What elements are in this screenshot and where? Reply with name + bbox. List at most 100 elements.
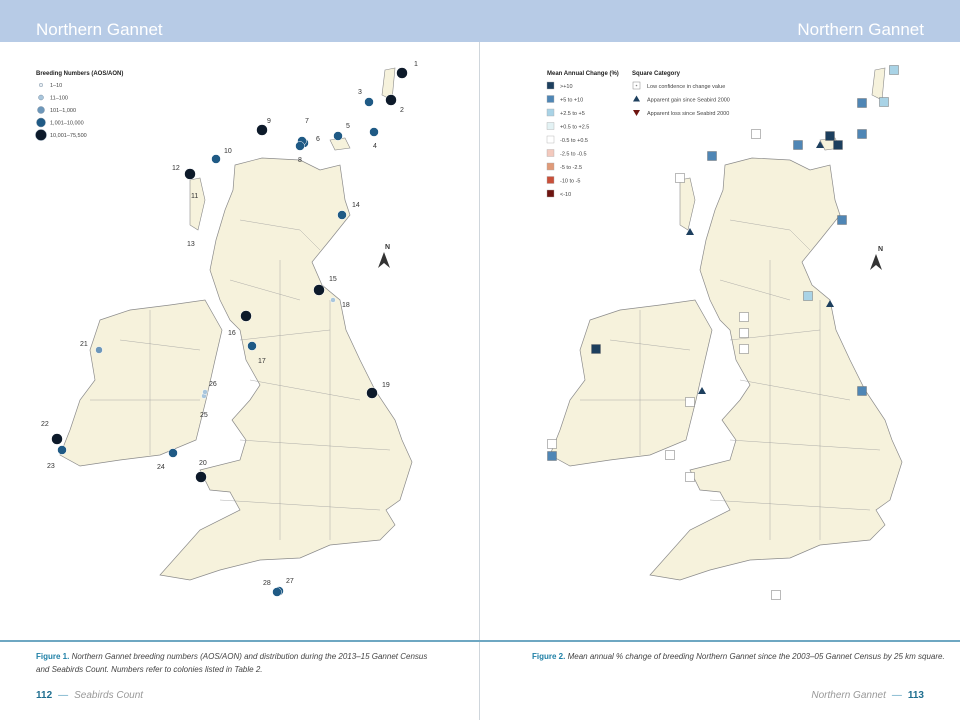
colony-marker <box>385 94 397 106</box>
north-label: N <box>878 246 883 253</box>
change-square <box>825 131 835 141</box>
colony-marker <box>195 471 207 483</box>
legend-label: 10,001–75,500 <box>50 133 87 139</box>
colony-number: 22 <box>41 421 49 428</box>
colony-number: 8 <box>298 157 302 164</box>
colony-number: 27 <box>286 578 294 585</box>
change-square <box>547 439 557 449</box>
legend-title: Square Category <box>632 71 681 77</box>
colony-number: 25 <box>200 412 208 419</box>
legend-label: 11–100 <box>50 96 68 102</box>
colony-marker <box>337 210 347 220</box>
colony-number: 13 <box>187 241 195 248</box>
colony-number: 15 <box>329 276 337 283</box>
header-band: Northern Gannet <box>0 0 480 42</box>
colony-number: 24 <box>157 464 165 471</box>
legend-label: <-10 <box>560 192 571 198</box>
legend-circle <box>38 94 44 101</box>
colony-marker <box>57 445 67 455</box>
page-number: 113 <box>907 690 924 701</box>
change-squares <box>547 65 899 600</box>
change-square <box>771 590 781 600</box>
right-page: Northern Gannet Figure 2. Mean annual % … <box>480 0 960 720</box>
legend-label: 101–1,000 <box>50 108 76 114</box>
north-arrow-icon: N <box>378 244 390 268</box>
legend-label: Apparent loss since Seabird 2000 <box>647 111 729 117</box>
legend-circle <box>36 117 46 128</box>
gain-triangle-marker <box>826 300 834 307</box>
colony-number: 2 <box>400 107 404 114</box>
colony-number: 10 <box>224 148 232 155</box>
legend-swatch <box>546 189 555 198</box>
page-footer: Northern Gannet —113 <box>811 690 924 701</box>
legend-circle <box>35 129 47 141</box>
change-square <box>707 151 717 161</box>
colony-marker <box>272 587 282 597</box>
colony-marker <box>168 448 178 458</box>
figure-caption: Figure 2. Mean annual % change of breedi… <box>532 650 952 663</box>
right-map-landmass <box>549 67 903 581</box>
change-square <box>685 397 695 407</box>
colony-number: 9 <box>267 118 271 125</box>
gain-triangle-marker <box>686 228 694 235</box>
legend-title: Mean Annual Change (%) <box>547 71 619 77</box>
legend-label: +0.5 to +2.5 <box>560 125 589 131</box>
colony-number: 28 <box>263 580 271 587</box>
change-square <box>739 312 749 322</box>
change-square <box>857 98 867 108</box>
colony-number: 14 <box>352 202 360 209</box>
colony-number: 21 <box>80 341 88 348</box>
figure-caption: Figure 1. Northern Gannet breeding numbe… <box>36 650 436 676</box>
colony-marker <box>256 124 268 136</box>
gain-triangle-marker <box>816 141 824 148</box>
legend-swatch <box>546 149 555 157</box>
legend-label: -10 to -5 <box>560 179 580 185</box>
running-title: Northern Gannet <box>811 690 886 701</box>
change-square <box>591 344 601 354</box>
legend-label: +2.5 to +5 <box>560 111 585 117</box>
colony-number: 16 <box>228 330 236 337</box>
colony-number: 3 <box>358 89 362 96</box>
left-map-landmass <box>59 67 413 581</box>
legend-label: >+10 <box>560 84 573 90</box>
caption-text: Northern Gannet breeding numbers (AOS/AO… <box>36 652 428 674</box>
colony-number: 19 <box>382 382 390 389</box>
colony-number: 18 <box>342 302 350 309</box>
colony-marker <box>369 127 379 137</box>
legend-label: Low confidence in change value <box>647 84 725 90</box>
legend-label: +5 to +10 <box>560 98 583 104</box>
colony-number: 17 <box>258 358 266 365</box>
legend-swatch <box>546 162 555 171</box>
colony-marker <box>364 97 374 107</box>
legend-title: Breeding Numbers (AOS/AON) <box>36 71 123 77</box>
header-title: Northern Gannet <box>36 20 163 39</box>
gain-triangle-marker <box>698 387 706 394</box>
page-number: 112 <box>36 690 53 701</box>
change-square <box>793 140 803 150</box>
change-legend: Mean Annual Change (%) >+10 +5 to +10 +2.5 … <box>546 71 730 198</box>
legend-circle <box>37 106 45 114</box>
legend-swatch <box>546 176 555 184</box>
change-square <box>547 451 557 461</box>
change-square <box>837 215 847 225</box>
caption-label: Figure 1. <box>36 652 70 661</box>
colony-marker <box>202 389 208 395</box>
caption-text: Mean annual % change of breeding Norther… <box>567 652 945 661</box>
change-square <box>857 129 867 139</box>
colony-number: 5 <box>346 123 350 130</box>
legend-label: -5 to -2.5 <box>560 165 582 171</box>
change-square <box>879 97 889 107</box>
loss-triangle-icon <box>633 110 640 116</box>
colony-marker <box>366 387 378 399</box>
colony-marker <box>330 297 336 303</box>
running-title: Seabirds Count <box>74 690 144 701</box>
colony-marker <box>51 433 63 445</box>
caption-label: Figure 2. <box>532 652 566 661</box>
change-square <box>665 450 675 460</box>
change-square <box>739 344 749 354</box>
change-square <box>751 129 761 139</box>
change-square <box>685 472 695 482</box>
left-page: Northern Gannet Figure 1. Northern Ganne… <box>0 0 480 720</box>
colony-marker <box>396 67 408 79</box>
